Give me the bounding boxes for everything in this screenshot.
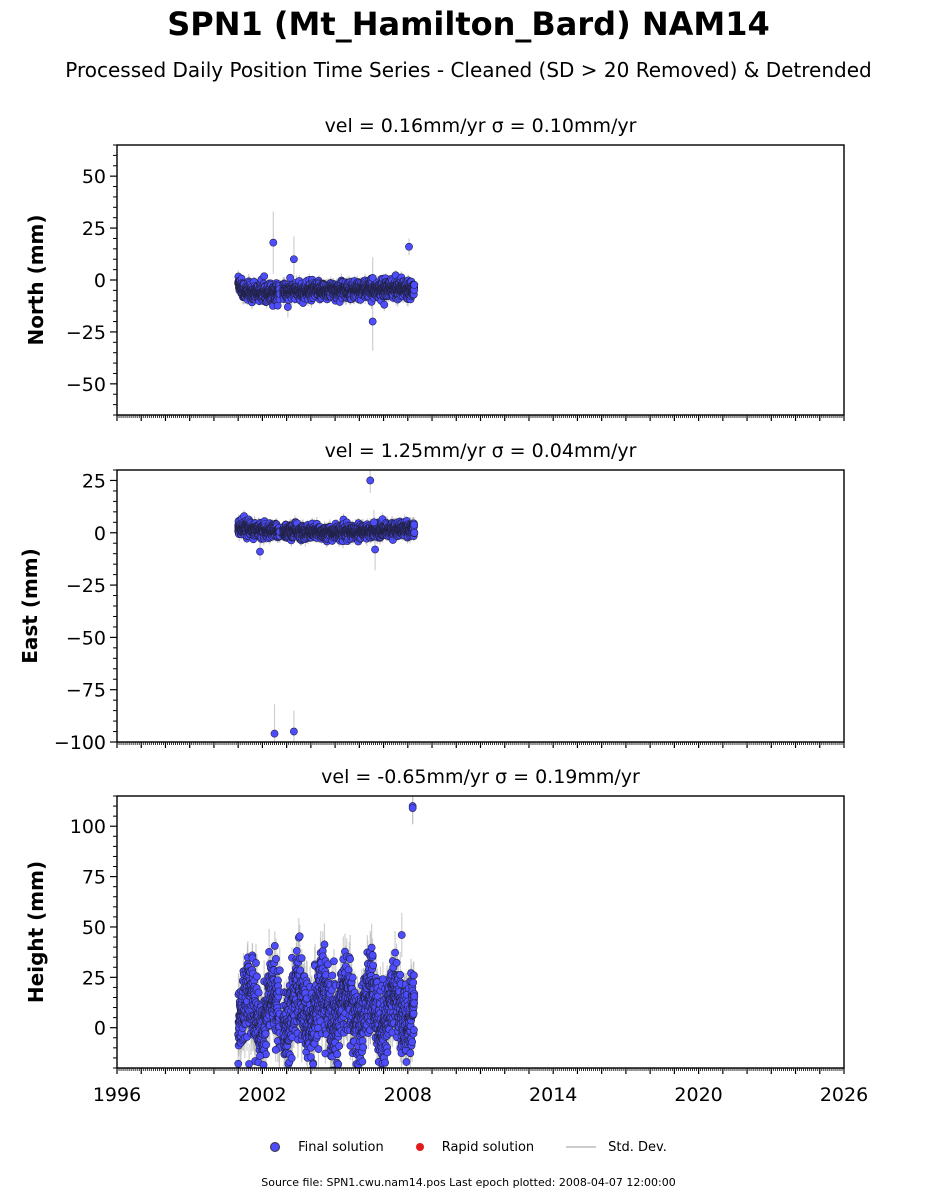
y-tick-label: 0: [94, 270, 106, 292]
data-layer: [234, 470, 419, 742]
chart-subtitle: Processed Daily Position Time Series - C…: [65, 58, 872, 82]
std-dev-bars: [237, 470, 415, 742]
y-tick-label: 25: [82, 218, 106, 240]
y-tick-label: 50: [82, 166, 106, 188]
panel-title: vel = 0.16mm/yr σ = 0.10mm/yr: [325, 115, 637, 137]
y-tick-label: −25: [66, 322, 106, 344]
panel-east: vel = 1.25mm/yr σ = 0.04mm/yr−100−75−50−…: [18, 440, 845, 754]
data-point: [290, 255, 298, 264]
data-point: [405, 242, 413, 251]
data-layer: [234, 211, 419, 351]
data-point: [410, 281, 419, 289]
chart-title: SPN1 (Mt_Hamilton_Bard) NAM14: [167, 5, 770, 43]
data-point: [286, 273, 295, 282]
y-axis-label: North (mm): [24, 214, 48, 345]
data-point: [269, 238, 278, 247]
plot-frame: [116, 144, 845, 416]
data-point: [368, 317, 377, 326]
data-point: [283, 303, 292, 311]
panel-north: vel = 0.16mm/yr σ = 0.10mm/yr −50 −25 0 25 50…: [24, 115, 845, 421]
data-point: [260, 272, 269, 281]
data-point: [380, 300, 389, 309]
data-point: [368, 274, 377, 282]
final-solution-points: [234, 238, 419, 326]
panel-title: vel = 1.25mm/yr σ = 0.04mm/yr: [325, 440, 637, 462]
y-tick-label: −50: [66, 374, 106, 396]
